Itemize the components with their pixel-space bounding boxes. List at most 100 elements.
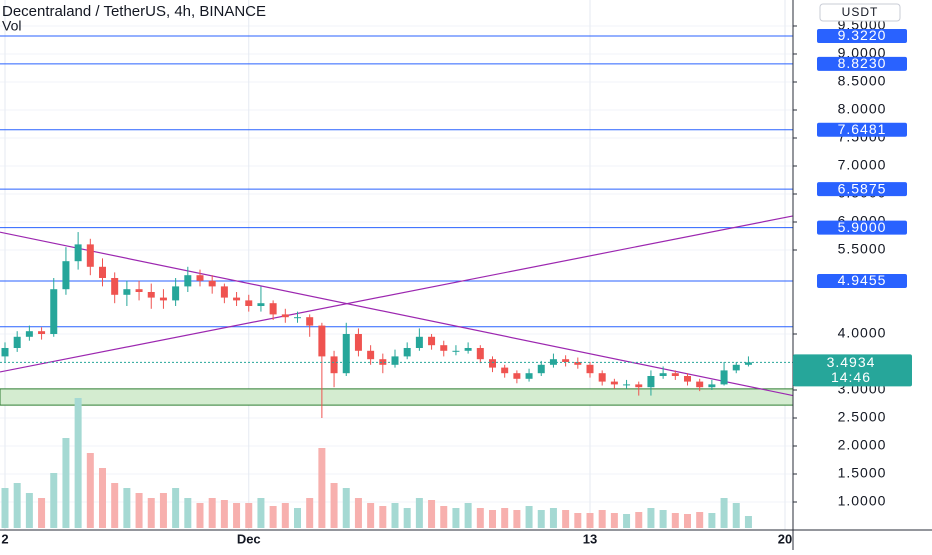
candle-body — [574, 361, 582, 365]
currency-button[interactable] — [819, 3, 901, 22]
candle-body — [257, 303, 265, 306]
volume-bar — [13, 483, 21, 528]
candle-body — [135, 289, 143, 292]
candle-body — [123, 289, 131, 295]
volume-bar — [367, 503, 375, 528]
currency-label: USDT — [842, 5, 879, 19]
candle-body — [440, 345, 448, 351]
volume-bar — [208, 498, 216, 528]
price-tag-label: 7.6481 — [838, 121, 887, 137]
volume-bar — [549, 508, 557, 528]
y-tick-label: 8.0000 — [838, 101, 887, 117]
price-tag-label: 5.9000 — [838, 219, 887, 235]
candle-body — [379, 359, 387, 365]
volume-bar — [671, 513, 679, 528]
price-tag — [817, 56, 907, 71]
volume-bar — [172, 488, 180, 528]
x-tick-label: 13 — [583, 531, 597, 546]
candle-body — [269, 303, 277, 315]
candle-body — [562, 359, 570, 362]
candle-body — [598, 373, 606, 382]
y-tick-label: 9.0000 — [838, 45, 887, 61]
volume-bar — [513, 510, 521, 528]
y-tick-label: 1.5000 — [838, 465, 887, 481]
chart-title: Decentraland / TetherUS, 4h, BINANCE — [2, 3, 266, 20]
volume-label: Vol — [2, 18, 21, 34]
y-tick-label: 2.0000 — [838, 437, 887, 453]
candle-body — [13, 336, 21, 348]
candle-body — [367, 350, 375, 360]
volume-bar — [306, 498, 314, 528]
last-price-label: 3.4934 — [827, 354, 876, 370]
candle-body — [318, 325, 326, 357]
candle-body — [415, 336, 423, 348]
price-tag — [817, 220, 907, 235]
time-axis-bg — [0, 530, 793, 550]
candle-body — [452, 350, 460, 352]
volume-bar — [38, 498, 46, 528]
volume-bar — [440, 506, 448, 528]
volume-bar — [245, 503, 253, 528]
volume-bar — [720, 498, 728, 528]
candle-body — [403, 347, 411, 357]
volume-bar — [220, 500, 228, 528]
volume-bar — [147, 498, 155, 528]
volume-bar — [403, 508, 411, 528]
candle-body — [513, 373, 521, 379]
y-tick-label: 1.0000 — [838, 493, 887, 509]
volume-bar — [708, 513, 716, 528]
candle-body — [342, 333, 350, 374]
volume-bar — [354, 498, 362, 528]
volume-bar — [25, 493, 33, 528]
candle-body — [1, 347, 9, 357]
candle-body — [38, 331, 46, 334]
price-tag — [817, 122, 907, 137]
candle-body — [354, 333, 362, 351]
candle-body — [281, 314, 289, 318]
volume-bar — [562, 510, 570, 528]
volume-bar — [415, 498, 423, 528]
volume-bar — [525, 506, 533, 528]
candle-body — [147, 291, 155, 298]
candle-body — [62, 261, 70, 290]
volume-bar — [123, 488, 131, 528]
candle-body — [537, 364, 545, 374]
volume-bar — [623, 514, 631, 528]
price-tag — [817, 274, 907, 289]
volume-bar — [1, 488, 9, 528]
volume-bar — [537, 510, 545, 528]
candle-body — [428, 336, 436, 346]
y-tick-label: 4.0000 — [838, 325, 887, 341]
candle-body — [696, 381, 704, 388]
volume-bar — [476, 508, 484, 528]
volume-bar — [184, 498, 192, 528]
volume-bar — [452, 508, 460, 528]
volume-bar — [586, 513, 594, 528]
candle-body — [99, 266, 106, 278]
volume-bar — [379, 506, 387, 528]
volume-bar — [684, 514, 691, 528]
candle-body — [330, 356, 338, 374]
x-tick-label: Dec — [237, 531, 261, 546]
candle-body — [708, 384, 716, 388]
volume-bar — [50, 473, 58, 528]
candle-body — [220, 286, 228, 298]
candle-body — [294, 317, 301, 319]
candle-body — [610, 381, 618, 385]
volume-bar — [744, 516, 752, 528]
y-tick-label: 7.0000 — [838, 157, 887, 173]
volume-bar — [269, 506, 277, 528]
volume-bar — [99, 468, 106, 528]
volume-bar — [294, 508, 301, 528]
volume-bar — [318, 448, 326, 528]
price-tag-label: 6.5875 — [838, 180, 887, 196]
candle-body — [720, 370, 728, 385]
volume-bar — [696, 512, 704, 528]
candle-body — [732, 364, 740, 371]
x-tick-label: 2 — [1, 531, 8, 546]
candle-body — [744, 362, 752, 365]
price-tag — [817, 28, 907, 43]
volume-bar — [196, 503, 204, 528]
candle-body — [586, 364, 594, 374]
